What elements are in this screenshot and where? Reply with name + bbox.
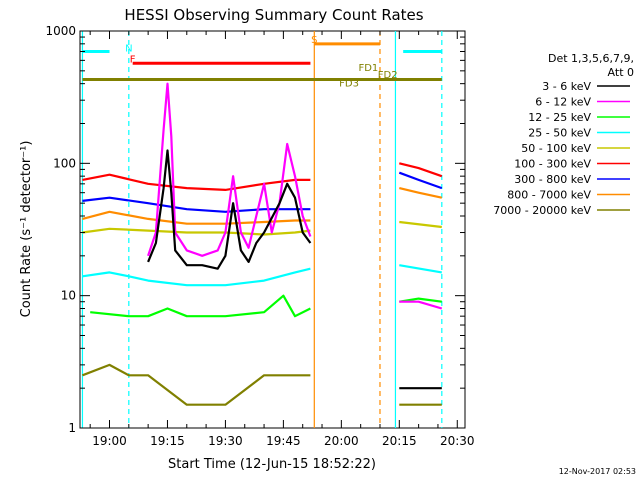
legend-label: 7000 - 20000 keV bbox=[493, 204, 591, 217]
annotation-label: FD2 bbox=[378, 70, 398, 81]
x-axis: 19:00 19:15 19:30 19:45 20:00 20:15 20:30 bbox=[89, 31, 475, 448]
series-line bbox=[90, 294, 311, 318]
series-line bbox=[399, 264, 442, 274]
series-line bbox=[399, 300, 443, 310]
series-line bbox=[82, 363, 311, 406]
x-tick-label: 20:00 bbox=[324, 434, 359, 448]
series-line bbox=[398, 171, 443, 190]
legend-label: 6 - 12 keV bbox=[535, 96, 591, 109]
series-line bbox=[399, 220, 442, 229]
series-line bbox=[82, 267, 311, 287]
series-line bbox=[147, 149, 312, 270]
y-tick-label: 1000 bbox=[45, 24, 76, 38]
series-line bbox=[82, 196, 311, 213]
series-line bbox=[82, 227, 311, 236]
series-line bbox=[82, 210, 311, 225]
x-tick-label: 19:15 bbox=[150, 434, 185, 448]
legend-items: 3 - 6 keV 6 - 12 keV 12 - 25 keV 25 - 50 ke… bbox=[493, 80, 630, 217]
series-group bbox=[82, 82, 443, 406]
legend-label: 50 - 100 keV bbox=[521, 142, 591, 155]
series-line bbox=[399, 187, 443, 199]
legend-label: 800 - 7000 keV bbox=[507, 189, 591, 202]
x-tick-label: 20:30 bbox=[440, 434, 475, 448]
annotation-label: FD3 bbox=[339, 79, 359, 90]
series-line bbox=[82, 173, 311, 191]
vertical-markers bbox=[81, 31, 443, 428]
annotation-label: N bbox=[125, 43, 132, 54]
x-tick-label: 19:45 bbox=[266, 434, 301, 448]
legend-label: 300 - 800 keV bbox=[514, 173, 591, 186]
x-tick-label: 20:15 bbox=[382, 434, 417, 448]
y-axis: 1 10 100 1000 bbox=[45, 24, 465, 435]
legend-label: 25 - 50 keV bbox=[528, 127, 591, 140]
x-axis-label: Start Time (12-Jun-15 18:52:22) bbox=[168, 457, 376, 472]
legend-label: 3 - 6 keV bbox=[542, 80, 591, 93]
series-line bbox=[147, 82, 312, 257]
annotation-label: S bbox=[311, 35, 317, 46]
y-tick-label: 10 bbox=[61, 289, 76, 303]
status-bars bbox=[82, 42, 442, 82]
plot-frame bbox=[79, 30, 466, 429]
series-line bbox=[399, 162, 443, 178]
annotation-label: F bbox=[130, 54, 136, 65]
legend-header-line-1: Det 1,3,5,6,7,9, bbox=[548, 52, 634, 65]
x-tick-label: 19:30 bbox=[208, 434, 243, 448]
legend-header-line-2: Att 0 bbox=[608, 66, 634, 79]
footer-timestamp: 12-Nov-2017 02:53 bbox=[559, 467, 636, 476]
legend-label: 12 - 25 keV bbox=[528, 111, 591, 124]
annotation-label: FD1 bbox=[358, 63, 378, 74]
y-axis-label: Count Rate (s⁻¹ detector⁻¹) bbox=[19, 141, 34, 318]
y-tick-label: 100 bbox=[53, 156, 76, 170]
legend-label: 100 - 300 keV bbox=[514, 158, 591, 171]
y-tick-label: 1 bbox=[68, 421, 76, 435]
chart-title: HESSI Observing Summary Count Rates bbox=[124, 6, 423, 24]
x-tick-label: 19:00 bbox=[92, 434, 127, 448]
legend: Det 1,3,5,6,7,9, Att 0 3 - 6 keV 6 - 12 k… bbox=[493, 52, 634, 217]
